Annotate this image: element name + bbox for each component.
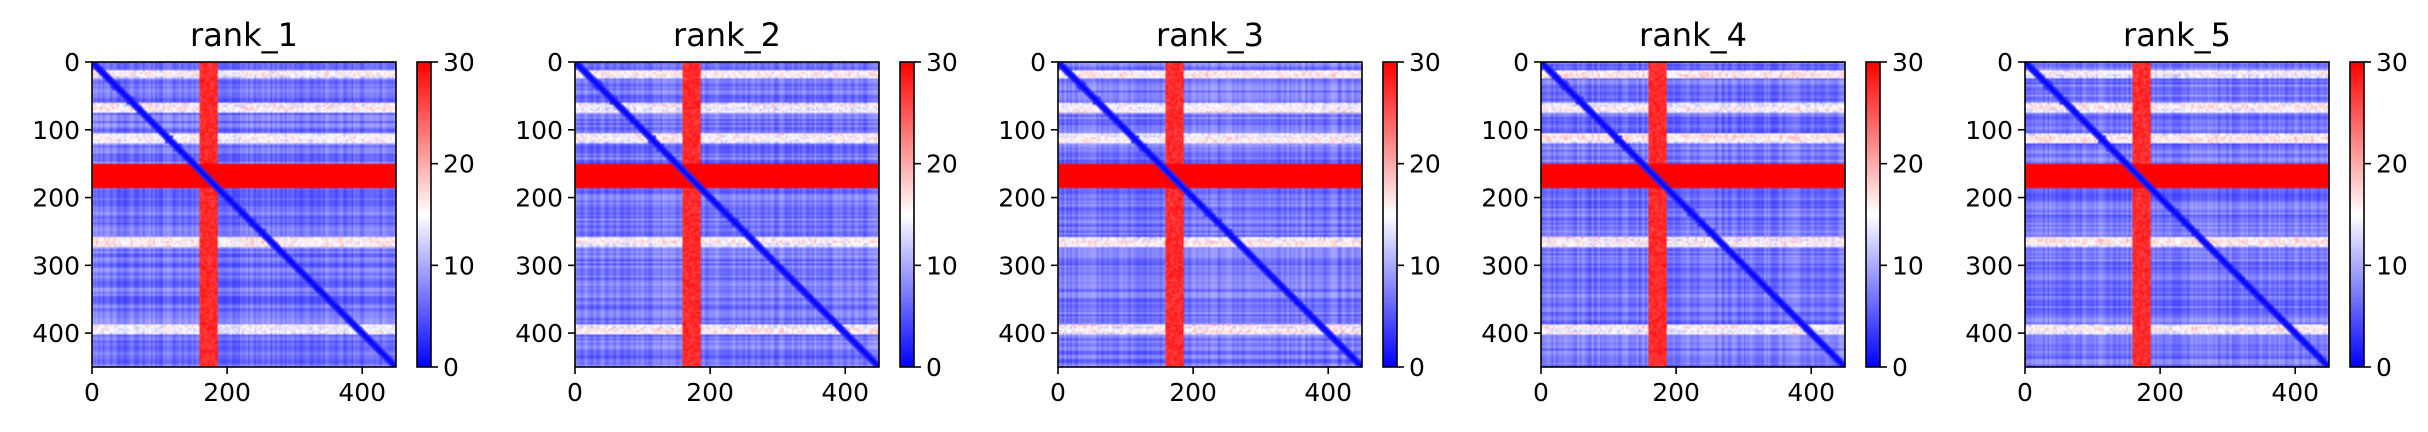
y-tick-label: 300 xyxy=(1965,251,2013,280)
x-tick-label: 200 xyxy=(2136,378,2184,407)
plot-frame xyxy=(1540,61,1846,368)
y-tick-label: 100 xyxy=(515,116,563,145)
heatmap-panel-2: rank_2 0 200 400 0 100 200 300 400 0 10 20 30 xyxy=(515,16,958,407)
colorbar-tick-label: 10 xyxy=(926,251,958,280)
colorbar-gradient xyxy=(417,62,431,367)
colorbar-tick-label: 30 xyxy=(1892,48,1924,77)
y-tick-label: 100 xyxy=(998,116,1046,145)
heatmap-panel-4: rank_4 0 200 400 0 100 200 300 400 0 10 20 30 xyxy=(1481,16,1924,407)
x-tick-label: 0 xyxy=(1050,378,1066,407)
panel-title: rank_1 xyxy=(190,16,298,54)
colorbar-tick-label: 10 xyxy=(443,251,475,280)
y-tick-label: 0 xyxy=(64,48,80,77)
colorbar: 0 10 20 30 xyxy=(2349,48,2408,382)
colorbar-tick-label: 30 xyxy=(1409,48,1441,77)
panel-title: rank_4 xyxy=(1639,16,1747,54)
y-tick-label: 200 xyxy=(1481,184,1529,213)
y-tick-label: 400 xyxy=(515,319,563,348)
x-tick-label: 0 xyxy=(567,378,583,407)
x-tick-label: 400 xyxy=(821,378,869,407)
x-tick-label: 400 xyxy=(1787,378,1835,407)
colorbar-tick-label: 10 xyxy=(1409,251,1441,280)
colorbar-tick-label: 30 xyxy=(926,48,958,77)
y-tick-label: 100 xyxy=(1481,116,1529,145)
colorbar: 0 10 20 30 xyxy=(1865,48,1924,382)
colorbar-tick-label: 10 xyxy=(1892,251,1924,280)
heatmap-image xyxy=(575,62,879,367)
colorbar-frame xyxy=(2349,61,2365,368)
plot-frame xyxy=(574,61,880,368)
colorbar-gradient xyxy=(1866,62,1880,367)
plot-frame xyxy=(91,61,397,368)
heatmap-image xyxy=(2025,62,2329,367)
colorbar: 0 10 20 30 xyxy=(899,48,958,382)
colorbar-frame xyxy=(1865,61,1881,368)
y-tick-label: 400 xyxy=(1965,319,2013,348)
y-tick-label: 300 xyxy=(998,251,1046,280)
colorbar-gradient xyxy=(2350,62,2364,367)
panel-title: rank_2 xyxy=(673,16,781,54)
colorbar-tick-label: 0 xyxy=(1409,353,1425,382)
colorbar-frame xyxy=(899,61,915,368)
heatmap-panel-1: rank_1 0 200 400 0 100 200 300 400 0 10 20 30 xyxy=(32,16,475,407)
x-tick-label: 400 xyxy=(2271,378,2319,407)
colorbar-tick-label: 30 xyxy=(2376,48,2408,77)
plot-frame xyxy=(2024,61,2330,368)
y-tick-label: 400 xyxy=(32,319,80,348)
colorbar-tick-label: 20 xyxy=(2376,150,2408,179)
colorbar: 0 10 20 30 xyxy=(416,48,475,382)
y-tick-label: 0 xyxy=(1997,48,2013,77)
colorbar-tick-label: 20 xyxy=(926,150,958,179)
y-tick-label: 0 xyxy=(1513,48,1529,77)
panel-title: rank_5 xyxy=(2123,16,2231,54)
x-tick-label: 0 xyxy=(84,378,100,407)
heatmap-image xyxy=(1058,62,1362,367)
y-tick-label: 400 xyxy=(998,319,1046,348)
colorbar-tick-label: 10 xyxy=(2376,251,2408,280)
y-tick-label: 0 xyxy=(547,48,563,77)
y-tick-label: 100 xyxy=(32,116,80,145)
y-tick-label: 300 xyxy=(1481,251,1529,280)
colorbar-frame xyxy=(416,61,432,368)
y-tick-label: 0 xyxy=(1030,48,1046,77)
colorbar-gradient xyxy=(1383,62,1397,367)
x-tick-label: 0 xyxy=(2017,378,2033,407)
x-tick-label: 200 xyxy=(686,378,734,407)
panel-title: rank_3 xyxy=(1156,16,1264,54)
colorbar-tick-label: 30 xyxy=(443,48,475,77)
colorbar-tick-label: 20 xyxy=(1409,150,1441,179)
x-tick-label: 0 xyxy=(1533,378,1549,407)
colorbar: 0 10 20 30 xyxy=(1382,48,1441,382)
colorbar-tick-label: 20 xyxy=(443,150,475,179)
y-tick-label: 300 xyxy=(32,251,80,280)
colorbar-tick-label: 0 xyxy=(443,353,459,382)
colorbar-tick-label: 0 xyxy=(2376,353,2392,382)
x-tick-label: 400 xyxy=(338,378,386,407)
colorbar-tick-label: 20 xyxy=(1892,150,1924,179)
colorbar-gradient xyxy=(900,62,914,367)
y-tick-label: 300 xyxy=(515,251,563,280)
heatmap-panel-3: rank_3 0 200 400 0 100 200 300 400 0 10 20 30 xyxy=(998,16,1441,407)
y-tick-label: 200 xyxy=(1965,184,2013,213)
y-tick-label: 200 xyxy=(32,184,80,213)
x-tick-label: 200 xyxy=(1652,378,1700,407)
heatmap-panel-5: rank_5 0 200 400 0 100 200 300 400 0 10 20 30 xyxy=(1965,16,2408,407)
y-tick-label: 100 xyxy=(1965,116,2013,145)
plot-frame xyxy=(1057,61,1363,368)
x-tick-label: 400 xyxy=(1304,378,1352,407)
y-tick-label: 200 xyxy=(515,184,563,213)
y-tick-label: 400 xyxy=(1481,319,1529,348)
colorbar-frame xyxy=(1382,61,1398,368)
colorbar-tick-label: 0 xyxy=(1892,353,1908,382)
heatmap-image xyxy=(92,62,396,367)
x-tick-label: 200 xyxy=(1169,378,1217,407)
colorbar-tick-label: 0 xyxy=(926,353,942,382)
heatmap-image xyxy=(1541,62,1845,367)
y-tick-label: 200 xyxy=(998,184,1046,213)
x-tick-label: 200 xyxy=(203,378,251,407)
